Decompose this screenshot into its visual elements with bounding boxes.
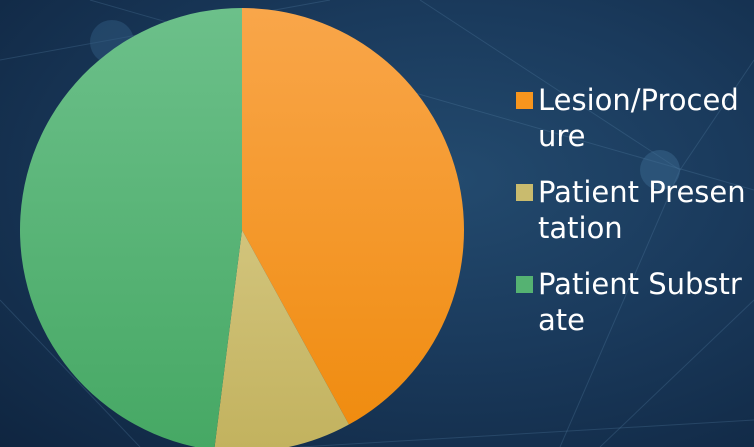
legend-item: Lesion/Procedure	[516, 82, 752, 154]
legend-swatch	[516, 92, 533, 109]
legend-item: Patient Presentation	[516, 174, 752, 246]
pie-slice	[242, 8, 464, 425]
legend: Lesion/Procedure Patient Presentation Pati…	[516, 82, 752, 358]
legend-label: Lesion/Procedure	[538, 83, 739, 153]
pie-slice	[214, 230, 349, 447]
legend-swatch	[516, 276, 533, 293]
legend-label: Patient Presentation	[538, 175, 746, 245]
legend-swatch	[516, 184, 533, 201]
pie-slice	[20, 8, 242, 447]
legend-item: Patient Substrate	[516, 266, 752, 338]
legend-label: Patient Substrate	[538, 267, 742, 337]
